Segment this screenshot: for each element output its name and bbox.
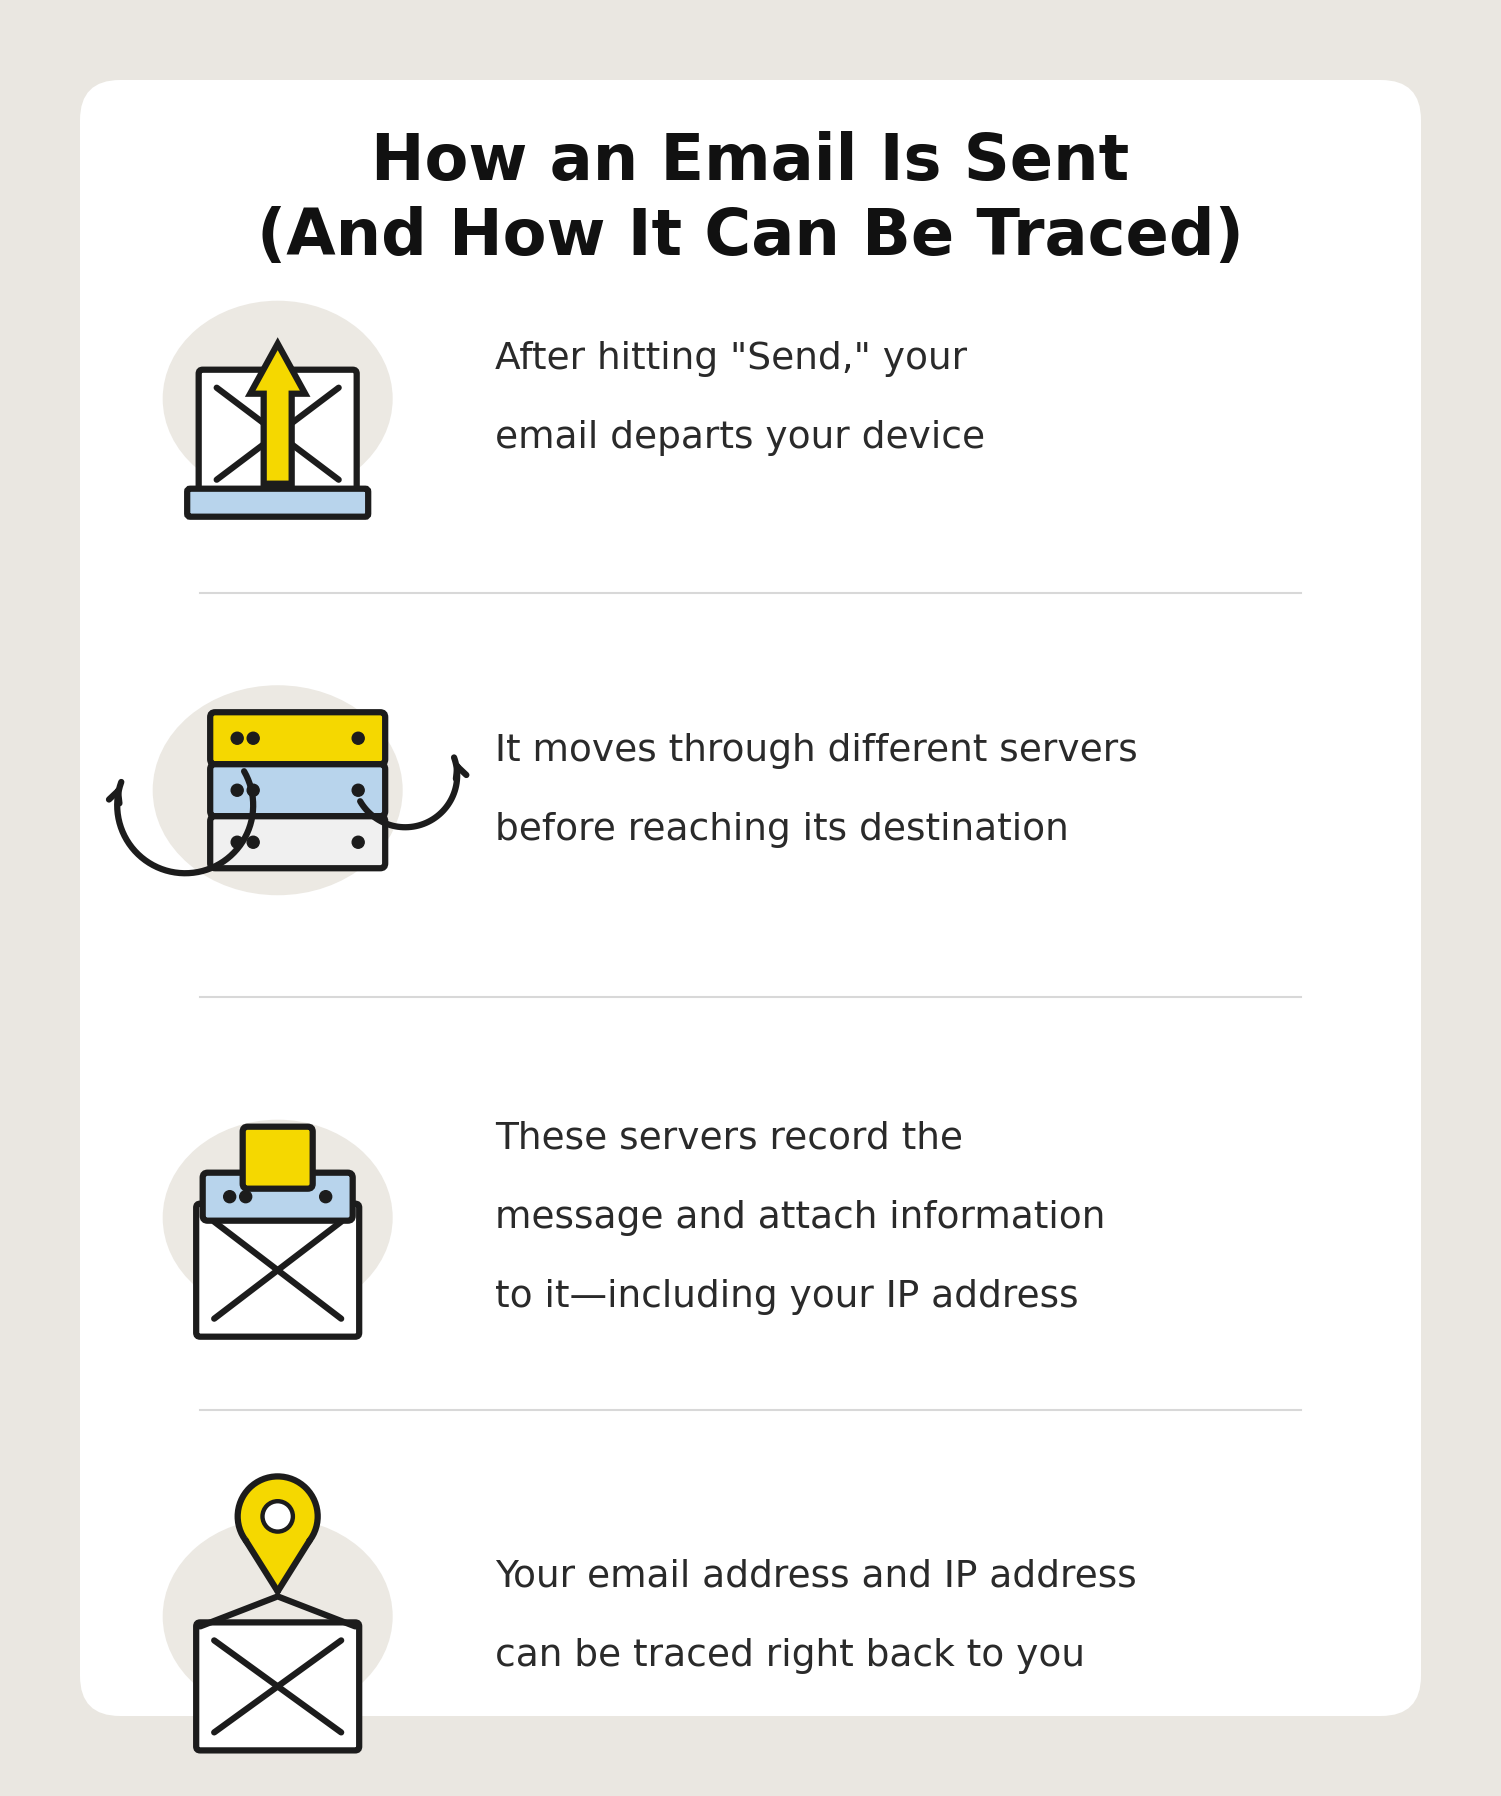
FancyBboxPatch shape — [188, 489, 368, 517]
Text: After hitting "Send," your: After hitting "Send," your — [495, 341, 968, 377]
FancyBboxPatch shape — [197, 1203, 359, 1336]
FancyBboxPatch shape — [210, 713, 386, 765]
Circle shape — [231, 837, 243, 848]
Circle shape — [263, 1501, 293, 1532]
Ellipse shape — [153, 686, 402, 894]
Circle shape — [353, 785, 365, 796]
Text: message and attach information: message and attach information — [495, 1200, 1106, 1236]
Circle shape — [248, 837, 260, 848]
Ellipse shape — [162, 300, 393, 497]
Text: email departs your device: email departs your device — [495, 420, 986, 456]
Circle shape — [320, 1191, 332, 1203]
Circle shape — [237, 1476, 318, 1557]
Ellipse shape — [162, 1518, 393, 1715]
Text: It moves through different servers: It moves through different servers — [495, 733, 1138, 769]
Text: Your email address and IP address: Your email address and IP address — [495, 1559, 1138, 1595]
Circle shape — [231, 785, 243, 796]
FancyBboxPatch shape — [80, 81, 1421, 1715]
Circle shape — [224, 1191, 236, 1203]
Circle shape — [248, 733, 260, 744]
Text: to it—including your IP address: to it—including your IP address — [495, 1279, 1079, 1315]
Polygon shape — [251, 343, 305, 483]
Polygon shape — [246, 1541, 309, 1591]
FancyBboxPatch shape — [210, 765, 386, 815]
Circle shape — [353, 837, 365, 848]
Circle shape — [353, 733, 365, 744]
Circle shape — [248, 785, 260, 796]
Text: (And How It Can Be Traced): (And How It Can Be Traced) — [257, 207, 1244, 268]
FancyBboxPatch shape — [243, 1126, 312, 1189]
Text: These servers record the: These servers record the — [495, 1121, 964, 1157]
FancyBboxPatch shape — [210, 815, 386, 867]
Text: before reaching its destination: before reaching its destination — [495, 812, 1069, 848]
Text: can be traced right back to you: can be traced right back to you — [495, 1638, 1085, 1674]
Circle shape — [240, 1191, 252, 1203]
Circle shape — [231, 733, 243, 744]
FancyBboxPatch shape — [203, 1173, 353, 1221]
FancyBboxPatch shape — [197, 1622, 359, 1751]
FancyBboxPatch shape — [198, 370, 357, 497]
Text: How an Email Is Sent: How an Email Is Sent — [371, 131, 1130, 192]
Ellipse shape — [162, 1119, 393, 1316]
